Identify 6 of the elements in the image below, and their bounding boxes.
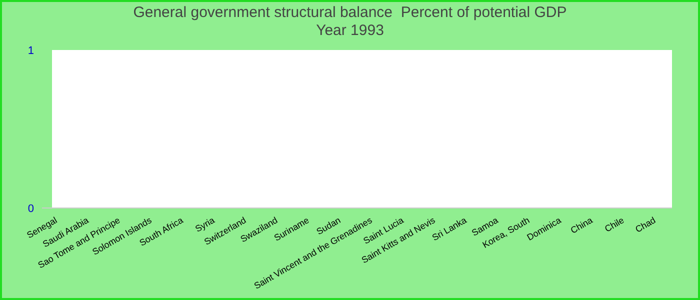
y-tick-label: 1 xyxy=(28,44,34,57)
chart-subtitle: Year 1993 xyxy=(315,22,385,39)
chart-title: General government structural balance Percent of potential GDP xyxy=(132,4,568,21)
y-tick-label: 0 xyxy=(28,202,34,215)
x-tick-label: China xyxy=(568,215,594,236)
x-tick-label: Chile xyxy=(602,215,626,234)
